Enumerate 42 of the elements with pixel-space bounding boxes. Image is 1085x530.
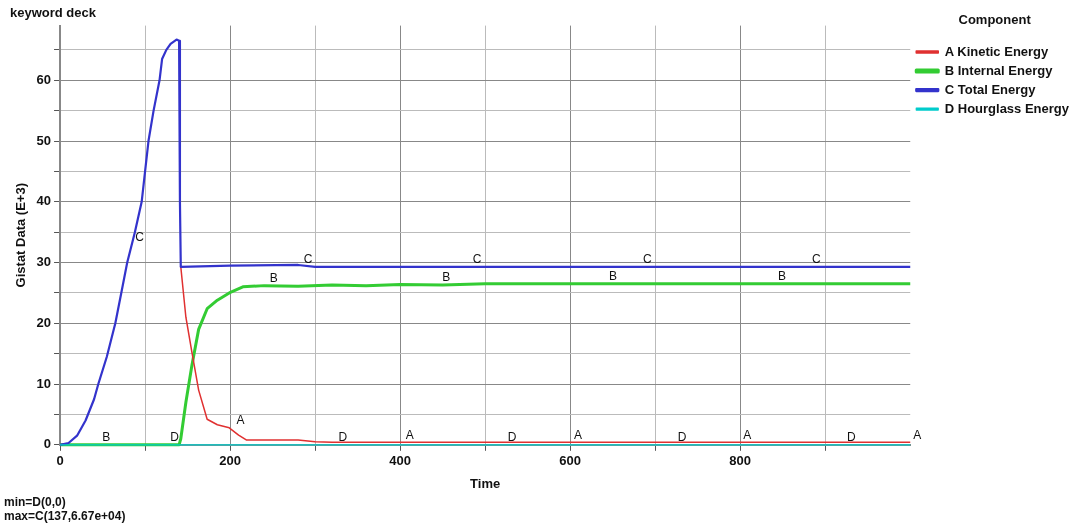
text: min=D(0,0) (4, 495, 66, 510)
annotation: C (135, 229, 145, 244)
x-axis-title: Time (470, 475, 501, 491)
y-tick-label: 30 (36, 254, 52, 270)
annotation: C (812, 252, 822, 267)
y-tick-label: 60 (36, 71, 52, 87)
annotation: D (170, 430, 180, 445)
legend-label: B Internal Energy (944, 62, 1054, 78)
annotation: A (236, 413, 245, 428)
annotation: B (269, 270, 278, 285)
annotation: B (102, 430, 111, 445)
annotation: C (642, 252, 652, 267)
y-axis-title: Gistat Data (E+3) (13, 183, 29, 288)
annotation: A (743, 427, 752, 442)
annotation: A (405, 427, 414, 442)
annotation: A (574, 427, 583, 442)
y-tick-label: 50 (36, 132, 52, 148)
y-tick-label: 20 (36, 314, 52, 330)
annotation: A (913, 427, 922, 442)
x-tick-label: 200 (219, 453, 241, 469)
legend-label: A Kinetic Energy (944, 43, 1050, 59)
legend-label: D Hourglass Energy (944, 100, 1070, 116)
x-tick-label: 800 (729, 453, 752, 469)
x-tick-label: 600 (559, 453, 582, 469)
annotation: C (472, 252, 482, 267)
chart-title: keyword deck (10, 5, 97, 21)
y-tick-label: 40 (36, 193, 52, 209)
legend-label: C Total Energy (944, 81, 1037, 97)
text: max=C(137,6.67e+04) (4, 509, 126, 524)
annotation: D (846, 430, 856, 445)
annotation: D (338, 430, 348, 445)
annotation: B (778, 269, 787, 284)
annotation: B (442, 270, 451, 285)
x-tick-label: 0 (56, 453, 64, 469)
annotation: D (507, 430, 517, 445)
legend-title: Component (958, 12, 1032, 28)
annotation: B (608, 269, 617, 284)
y-tick-label: 0 (43, 436, 52, 452)
x-tick-label: 400 (389, 453, 411, 469)
annotation: C (303, 252, 313, 267)
y-tick-label: 10 (36, 375, 52, 391)
annotation: D (677, 430, 687, 445)
